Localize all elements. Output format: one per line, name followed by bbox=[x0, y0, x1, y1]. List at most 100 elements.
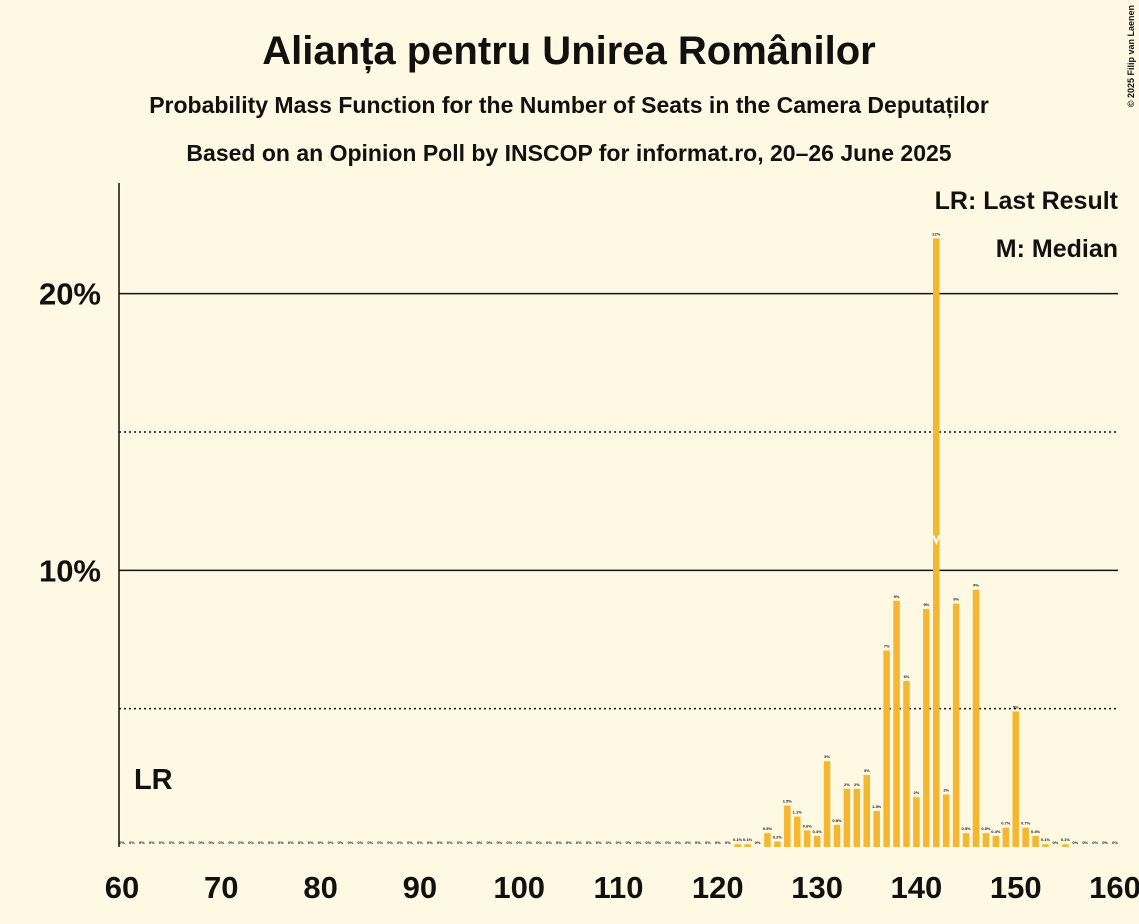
value-label: 0% bbox=[715, 840, 721, 845]
value-label: 0% bbox=[526, 840, 532, 845]
x-tick-label: 60 bbox=[105, 870, 139, 905]
value-label: 0.7% bbox=[1021, 821, 1031, 826]
value-label: 0.4% bbox=[1031, 829, 1041, 834]
value-label: 0.8% bbox=[832, 818, 842, 823]
value-label: 0% bbox=[208, 840, 214, 845]
value-label: 0.4% bbox=[813, 829, 823, 834]
value-label: 0.7% bbox=[1001, 821, 1011, 826]
value-label: 0% bbox=[159, 840, 165, 845]
bar bbox=[883, 650, 890, 847]
bar bbox=[903, 681, 910, 847]
bar bbox=[1022, 827, 1029, 847]
value-label: 0% bbox=[218, 840, 224, 845]
value-label: 0% bbox=[1053, 840, 1059, 845]
bar bbox=[982, 833, 990, 847]
value-label: 0% bbox=[1092, 840, 1098, 845]
value-label: 0% bbox=[635, 840, 641, 845]
bar bbox=[803, 830, 811, 847]
legend-entry: LR: Last Result bbox=[935, 187, 1119, 215]
value-label: 0% bbox=[705, 840, 711, 845]
value-label: 0% bbox=[129, 840, 135, 845]
value-label: 0% bbox=[179, 840, 185, 845]
value-label: 6% bbox=[904, 674, 910, 679]
x-tick-label: 90 bbox=[403, 870, 437, 905]
value-label: 0% bbox=[387, 840, 393, 845]
value-label: 0% bbox=[546, 840, 552, 845]
value-label: 3% bbox=[864, 768, 870, 773]
value-label: 0% bbox=[1112, 840, 1118, 845]
value-label: 0% bbox=[477, 840, 483, 845]
value-label: 0% bbox=[437, 840, 443, 845]
value-label: 0% bbox=[586, 840, 592, 845]
value-label: 0% bbox=[407, 840, 413, 845]
value-label: 2% bbox=[844, 782, 850, 787]
x-tick-label: 140 bbox=[891, 870, 943, 905]
bar bbox=[784, 805, 791, 847]
value-label: 2% bbox=[914, 790, 920, 795]
value-label: 0% bbox=[328, 840, 334, 845]
value-label: 0% bbox=[149, 840, 155, 845]
value-label: 0% bbox=[496, 840, 502, 845]
value-label: 0% bbox=[457, 840, 463, 845]
value-label: 0% bbox=[487, 840, 493, 845]
value-label: 0% bbox=[467, 840, 473, 845]
bar bbox=[1062, 844, 1069, 847]
value-label: 0.6% bbox=[803, 823, 813, 828]
value-label: 0% bbox=[258, 840, 264, 845]
bar bbox=[744, 844, 751, 847]
value-label: 9% bbox=[953, 597, 959, 602]
value-label: 0.5% bbox=[763, 826, 773, 831]
copyright: © 2025 Filip van Laenen bbox=[1126, 5, 1136, 107]
bar bbox=[1032, 835, 1039, 847]
x-tick-label: 70 bbox=[204, 870, 238, 905]
value-label: 2% bbox=[854, 782, 860, 787]
value-label: 1.3% bbox=[872, 804, 882, 809]
value-label: 0% bbox=[169, 840, 175, 845]
value-label: 0.1% bbox=[743, 837, 753, 842]
value-label: 0% bbox=[1082, 840, 1088, 845]
value-label: 0% bbox=[536, 840, 542, 845]
value-label: 0.4% bbox=[991, 829, 1001, 834]
value-label: 22% bbox=[932, 231, 940, 236]
value-label: 0% bbox=[755, 840, 761, 845]
value-label: 0% bbox=[338, 840, 344, 845]
value-label: 0% bbox=[725, 840, 731, 845]
value-label: 0% bbox=[516, 840, 522, 845]
value-label: 0% bbox=[228, 840, 234, 845]
x-tick-label: 120 bbox=[692, 870, 744, 905]
chart-title: Alianța pentru Unirea Românilor bbox=[262, 29, 875, 73]
bar bbox=[813, 835, 821, 847]
value-label: 0% bbox=[616, 840, 622, 845]
x-tick-label: 80 bbox=[303, 870, 337, 905]
bar bbox=[1012, 711, 1019, 847]
bar bbox=[1002, 827, 1010, 847]
x-tick-label: 100 bbox=[493, 870, 545, 905]
value-label: 0% bbox=[189, 840, 195, 845]
value-label: 0% bbox=[397, 840, 403, 845]
y-tick-label: 10% bbox=[39, 553, 101, 588]
value-label: 0% bbox=[248, 840, 254, 845]
x-tick-label: 160 bbox=[1089, 870, 1139, 905]
bar bbox=[992, 835, 1000, 847]
value-label: 0% bbox=[645, 840, 651, 845]
value-label: 0% bbox=[417, 840, 423, 845]
value-label: 0% bbox=[447, 840, 453, 845]
value-label: 0.5% bbox=[962, 826, 972, 831]
value-label: 9% bbox=[923, 602, 929, 607]
value-label: 1.5% bbox=[783, 799, 793, 804]
bar bbox=[833, 824, 841, 847]
bar bbox=[823, 761, 831, 847]
bar bbox=[962, 833, 970, 847]
value-label: 1.1% bbox=[793, 810, 803, 815]
value-label: 0% bbox=[298, 840, 304, 845]
value-label: 0% bbox=[427, 840, 433, 845]
bar bbox=[774, 841, 781, 847]
value-label: 0% bbox=[566, 840, 572, 845]
value-label: 0% bbox=[606, 840, 612, 845]
bar bbox=[843, 788, 851, 847]
legend-entry: M: Median bbox=[996, 235, 1118, 263]
value-label: 0% bbox=[199, 840, 205, 845]
value-label: 0% bbox=[347, 840, 353, 845]
bar bbox=[952, 603, 960, 847]
value-label: 0% bbox=[318, 840, 324, 845]
